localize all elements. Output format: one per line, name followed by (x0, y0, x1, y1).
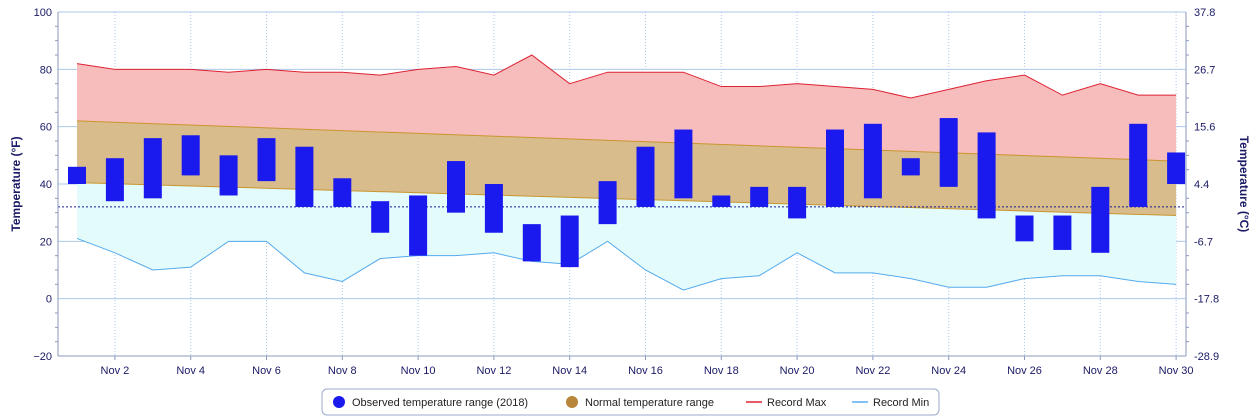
record-max-line (76, 54, 1177, 99)
observed-bar (484, 184, 503, 233)
axes-layer: 100 37.8 80 26.7 60 15.6 40 4.4 20 -6.7 0 -17.8 −20 -… (33, 7, 1219, 377)
y-tick-left: 100 (34, 7, 52, 19)
legend-label-observed: Observed temperature range (2018) (352, 397, 528, 409)
record-max-band (77, 55, 1177, 162)
observed-bar (863, 123, 882, 199)
observed-bar (447, 161, 465, 213)
y-tick-right: -6.7 (1194, 236, 1213, 248)
x-tick-label: Nov 30 (1159, 365, 1194, 377)
legend-box (321, 388, 940, 416)
legend-item-record-max[interactable]: Record Max (746, 397, 827, 409)
observed-bar (750, 186, 769, 207)
x-tick-label: Nov 10 (401, 365, 436, 377)
y-tick-right: -17.8 (1194, 294, 1219, 306)
observed-bar (409, 195, 428, 256)
y-tick-right: 26.7 (1194, 64, 1215, 76)
observed-bar (560, 215, 579, 268)
observed-bar (712, 195, 731, 207)
observed-bar (333, 178, 352, 207)
observed-bar (219, 155, 238, 196)
observed-bar (1129, 123, 1148, 207)
y-axis-left-title: Temperature (°F) (9, 136, 23, 231)
observed-bar (143, 138, 162, 199)
observed-bar (598, 181, 617, 225)
observed-bar (1091, 186, 1110, 253)
x-tick-label: Nov 20 (780, 365, 815, 377)
y-tick-left: 0 (46, 294, 52, 306)
observed-bar (371, 201, 390, 233)
observed-bar (636, 146, 655, 207)
x-tick-label: Nov 24 (931, 365, 966, 377)
observed-bar (1015, 215, 1034, 242)
observed-bar (295, 146, 314, 207)
observed-bar (901, 158, 920, 176)
legend-item-normal[interactable]: Normal temperature range (566, 396, 714, 409)
y-tick-left: 40 (40, 179, 52, 191)
y-tick-right: 37.8 (1194, 7, 1215, 19)
y-tick-right: 4.4 (1194, 179, 1209, 191)
observed-bar (826, 129, 844, 207)
legend: Observed temperature range (2018) Normal… (321, 388, 940, 416)
y-tick-left: 80 (40, 64, 52, 76)
observed-bar (181, 135, 200, 176)
x-tick-label: Nov 16 (628, 365, 663, 377)
legend-item-observed[interactable]: Observed temperature range (2018) (333, 396, 528, 409)
x-tick-label: Nov 2 (101, 365, 130, 377)
observed-bar (68, 166, 86, 184)
y-tick-right: 15.6 (1194, 122, 1215, 134)
x-tick-label: Nov 18 (704, 365, 739, 377)
x-tick-label: Nov 22 (855, 365, 890, 377)
x-tick-label: Nov 12 (476, 365, 511, 377)
normal-range-band (77, 120, 1177, 216)
y-tick-right: -28.9 (1194, 351, 1219, 363)
observed-bar (977, 132, 996, 219)
y-axis-right-title: Temperature (°C) (1237, 136, 1251, 233)
x-tick-label: Nov 4 (176, 365, 205, 377)
x-tick-label: Nov 28 (1083, 365, 1118, 377)
y-tick-left: 20 (40, 236, 52, 248)
observed-bar (1053, 215, 1072, 250)
x-tick-label: Nov 8 (328, 365, 357, 377)
observed-bar (788, 186, 807, 219)
legend-item-record-min[interactable]: Record Min (852, 397, 929, 409)
observed-bar (257, 138, 276, 182)
legend-marker-observed (333, 396, 345, 408)
x-tick-label: Nov 6 (252, 365, 281, 377)
record-min-band (77, 182, 1177, 291)
legend-marker-normal (566, 396, 578, 408)
observed-bar (674, 129, 693, 199)
x-tick-label: Nov 26 (1007, 365, 1042, 377)
observed-bar (1167, 152, 1186, 184)
legend-label-normal: Normal temperature range (585, 397, 714, 409)
x-tick-label: Nov 14 (552, 365, 587, 377)
observed-bar (105, 158, 124, 202)
observed-bar (522, 224, 541, 262)
series-layer (58, 54, 1186, 291)
legend-label-record-min: Record Min (873, 397, 929, 409)
observed-bar (939, 118, 958, 187)
y-tick-left: −20 (33, 351, 52, 363)
record-min-line (76, 237, 1177, 291)
legend-label-record-max: Record Max (767, 397, 827, 409)
y-tick-left: 60 (40, 122, 52, 134)
